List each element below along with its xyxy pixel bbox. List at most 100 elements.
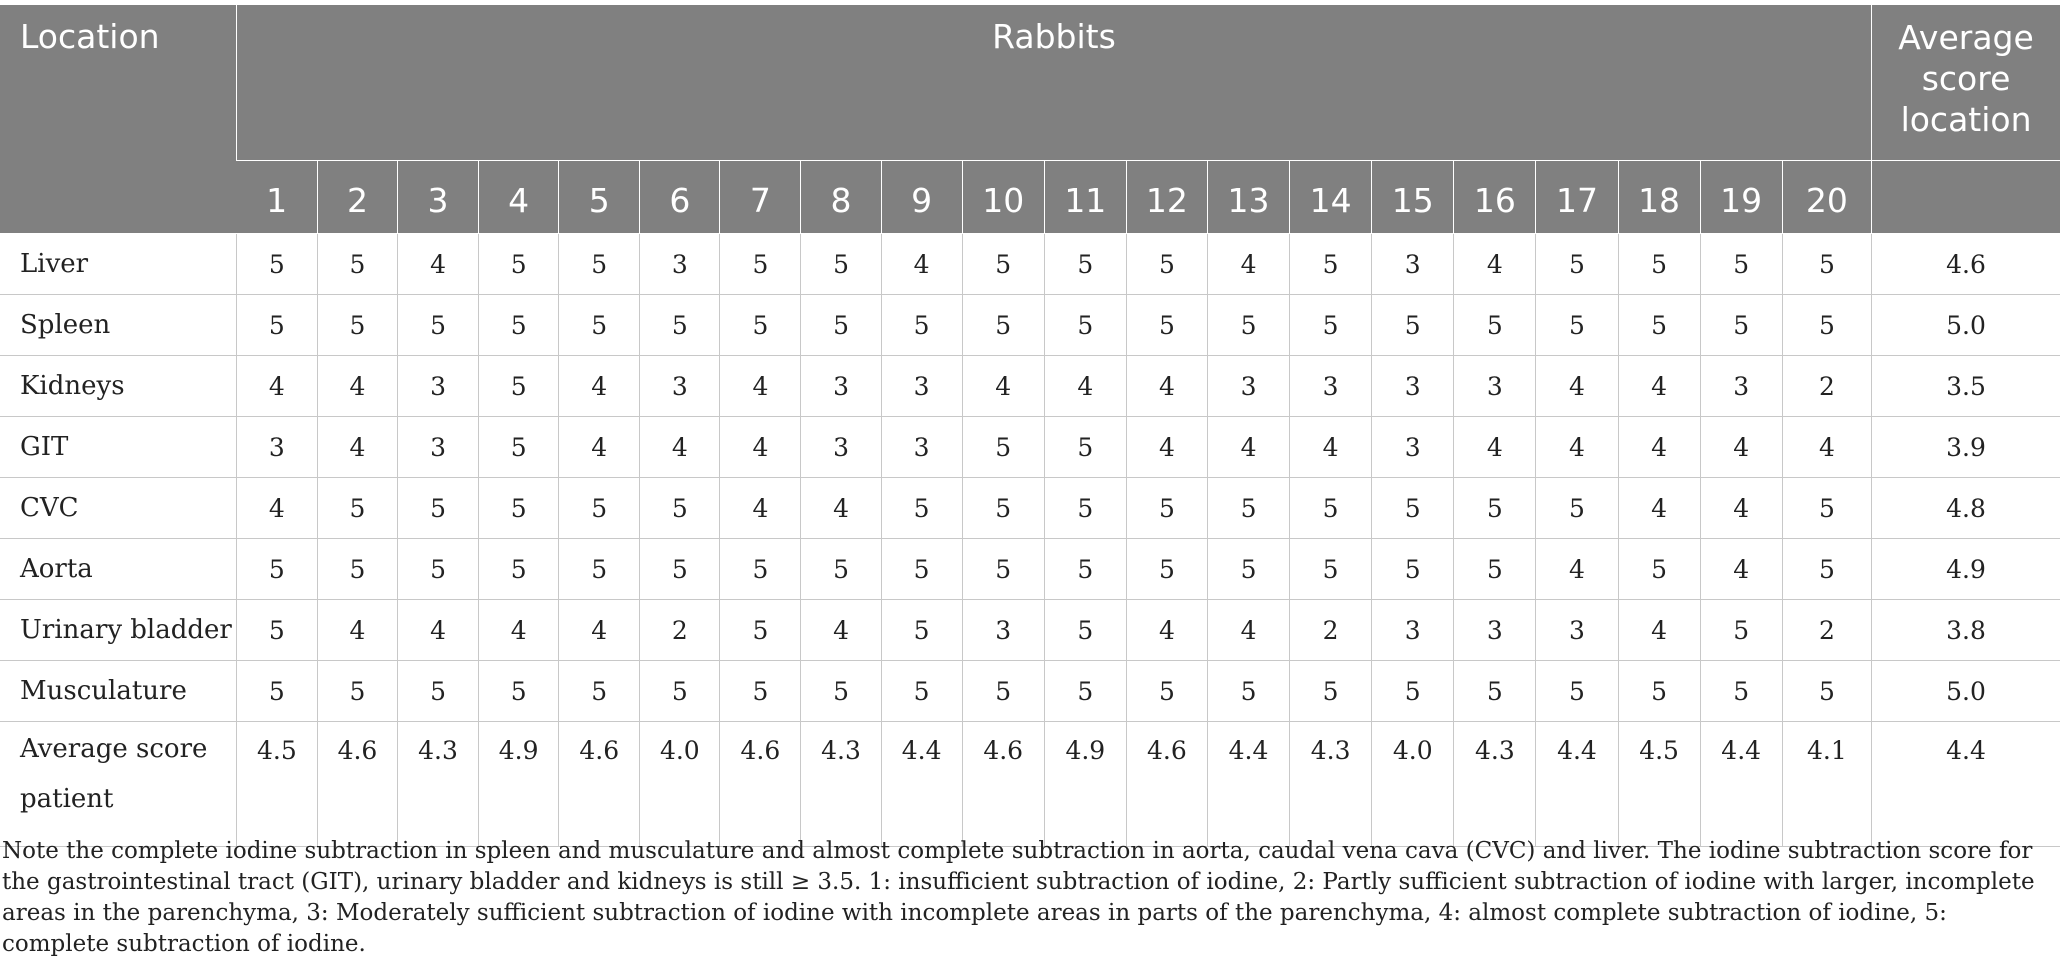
score-cell: 5 bbox=[1453, 660, 1536, 722]
rabbit-number-header: 2 bbox=[316, 160, 398, 234]
score-cell: 5 bbox=[961, 477, 1045, 539]
score-cell: 3 bbox=[1453, 599, 1536, 661]
score-cell: 4 bbox=[478, 599, 559, 661]
score-cell: 5 bbox=[1699, 233, 1783, 295]
score-cell: 5 bbox=[1289, 477, 1372, 539]
table-header: Location Rabbits Average score location … bbox=[0, 5, 2060, 234]
score-cell: 5 bbox=[800, 660, 882, 722]
score-cell: 5 bbox=[1043, 660, 1127, 722]
score-cell: 5 bbox=[1043, 538, 1127, 600]
score-cell: 3 bbox=[880, 416, 963, 478]
patient-average-cell: 4.6 bbox=[316, 721, 398, 847]
score-cell: 4 bbox=[1617, 477, 1701, 539]
score-cell: 5 bbox=[558, 660, 640, 722]
score-cell: 5 bbox=[396, 538, 479, 600]
score-cell: 4 bbox=[1781, 416, 1872, 478]
score-cell: 4 bbox=[1206, 416, 1290, 478]
score-cell: 4 bbox=[719, 416, 801, 478]
score-cell: 5 bbox=[1289, 294, 1372, 356]
score-cell: 3 bbox=[880, 355, 963, 417]
score-cell: 5 bbox=[1781, 660, 1872, 722]
score-cell: 5 bbox=[639, 660, 720, 722]
score-cell: 2 bbox=[1781, 355, 1872, 417]
score-cell: 5 bbox=[558, 233, 640, 295]
rabbit-number-header: 7 bbox=[719, 160, 801, 234]
patient-average-cell: 4.9 bbox=[1043, 721, 1127, 847]
score-cell: 3 bbox=[1371, 416, 1454, 478]
score-cell: 5 bbox=[1289, 660, 1372, 722]
score-cell: 4 bbox=[316, 416, 398, 478]
score-cell: 5 bbox=[1699, 294, 1783, 356]
score-cell: 4 bbox=[1453, 233, 1536, 295]
score-cell: 4 bbox=[1043, 355, 1127, 417]
score-cell: 3 bbox=[1371, 355, 1454, 417]
score-cell: 5 bbox=[1617, 660, 1701, 722]
average-score-patient-label: Average score patient bbox=[0, 721, 237, 847]
score-cell: 5 bbox=[1617, 233, 1701, 295]
patient-average-cell: 4.5 bbox=[235, 721, 318, 847]
score-cell: 3 bbox=[1699, 355, 1783, 417]
table-row: Urinary bladder 5 4 4 4 4 2 5 4 5 3 5 4 4 2 3 3 3 4 5 2 3.8 bbox=[0, 599, 2060, 661]
score-cell: 4 bbox=[800, 477, 882, 539]
rabbit-number-header: 4 bbox=[478, 160, 559, 234]
patient-average-cell: 4.4 bbox=[1535, 721, 1619, 847]
score-cell: 5 bbox=[800, 233, 882, 295]
score-table-container: Location Rabbits Average score location … bbox=[0, 5, 2060, 847]
average-score-patient-row: Average score patient 4.5 4.6 4.3 4.9 4.6 4.0 4… bbox=[0, 721, 2060, 847]
score-cell: 5 bbox=[478, 538, 559, 600]
score-cell: 4 bbox=[235, 477, 318, 539]
score-cell: 5 bbox=[639, 538, 720, 600]
score-cell: 5 bbox=[235, 233, 318, 295]
score-cell: 5 bbox=[1125, 294, 1208, 356]
score-cell: 5 bbox=[1125, 660, 1208, 722]
score-cell: 5 bbox=[1781, 294, 1872, 356]
rabbit-number-header: 8 bbox=[800, 160, 882, 234]
score-cell: 4 bbox=[1617, 599, 1701, 661]
score-cell: 3 bbox=[639, 233, 720, 295]
score-cell: 5 bbox=[1043, 233, 1127, 295]
score-cell: 2 bbox=[1289, 599, 1372, 661]
score-cell: 5 bbox=[1206, 477, 1290, 539]
score-cell: 4 bbox=[1453, 416, 1536, 478]
score-cell: 3 bbox=[800, 355, 882, 417]
patient-average-cell: 4.6 bbox=[719, 721, 801, 847]
score-cell: 5 bbox=[1453, 294, 1536, 356]
patient-average-cell: 4.0 bbox=[639, 721, 720, 847]
score-cell: 5 bbox=[1617, 294, 1701, 356]
rabbit-number-header: 6 bbox=[639, 160, 720, 234]
score-cell: 4 bbox=[1617, 355, 1701, 417]
location-cell: Aorta bbox=[0, 538, 237, 600]
rabbits-group-header: Rabbits bbox=[235, 5, 1872, 161]
score-cell: 5 bbox=[1206, 538, 1290, 600]
average-location-cell: 4.9 bbox=[1871, 538, 2060, 600]
table-row: Liver 5 5 4 5 5 3 5 5 4 5 5 5 4 5 3 4 5 5 5 5 4.6 bbox=[0, 233, 2060, 295]
score-cell: 4 bbox=[396, 599, 479, 661]
score-cell: 4 bbox=[1699, 538, 1783, 600]
score-cell: 5 bbox=[478, 416, 559, 478]
score-cell: 4 bbox=[880, 233, 963, 295]
score-cell: 5 bbox=[235, 538, 318, 600]
score-cell: 5 bbox=[235, 294, 318, 356]
score-cell: 5 bbox=[478, 294, 559, 356]
average-location-cell: 3.9 bbox=[1871, 416, 2060, 478]
score-cell: 5 bbox=[719, 233, 801, 295]
score-cell: 3 bbox=[800, 416, 882, 478]
score-cell: 5 bbox=[316, 538, 398, 600]
location-column-header: Location bbox=[0, 5, 237, 234]
patient-average-cell: 4.5 bbox=[1617, 721, 1701, 847]
score-cell: 4 bbox=[1535, 538, 1619, 600]
score-cell: 5 bbox=[1535, 294, 1619, 356]
patient-average-cell: 4.3 bbox=[1453, 721, 1536, 847]
table-row: Kidneys 4 4 3 5 4 3 4 3 3 4 4 4 3 3 3 3 4 4 3 2 3.5 bbox=[0, 355, 2060, 417]
rabbit-number-header: 11 bbox=[1043, 160, 1127, 234]
score-cell: 5 bbox=[1289, 538, 1372, 600]
patient-average-cell: 4.4 bbox=[1206, 721, 1290, 847]
score-cell: 5 bbox=[719, 538, 801, 600]
score-cell: 4 bbox=[719, 355, 801, 417]
patient-average-cell: 4.1 bbox=[1781, 721, 1872, 847]
score-cell: 4 bbox=[1289, 416, 1372, 478]
iodine-subtraction-score-table: Location Rabbits Average score location … bbox=[0, 5, 2060, 847]
score-cell: 4 bbox=[1206, 599, 1290, 661]
score-cell: 5 bbox=[800, 538, 882, 600]
rabbit-number-header: 17 bbox=[1535, 160, 1619, 234]
